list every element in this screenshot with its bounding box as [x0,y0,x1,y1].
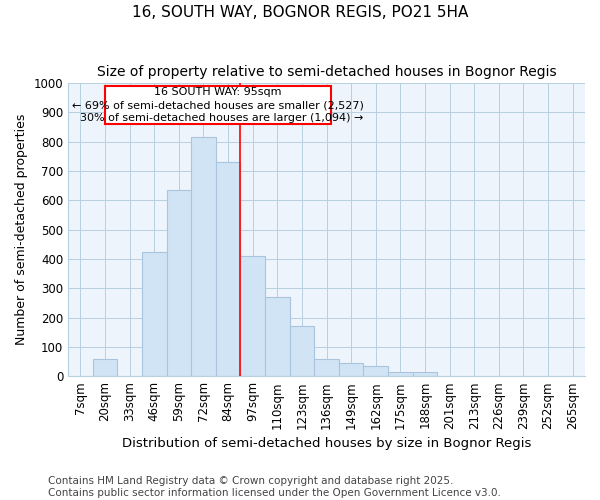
Bar [167,190,191,376]
Bar [339,363,364,376]
X-axis label: Distribution of semi-detached houses by size in Bognor Regis: Distribution of semi-detached houses by … [122,437,531,450]
Bar [314,358,339,376]
Bar [92,358,117,376]
Bar [216,162,241,376]
Text: 16 SOUTH WAY: 95sqm
← 69% of semi-detached houses are smaller (2,527)
  30% of s: 16 SOUTH WAY: 95sqm ← 69% of semi-detach… [72,87,364,124]
Bar [413,372,437,376]
Bar [290,326,314,376]
FancyBboxPatch shape [105,86,331,124]
Text: Contains HM Land Registry data © Crown copyright and database right 2025.
Contai: Contains HM Land Registry data © Crown c… [48,476,501,498]
Text: 16, SOUTH WAY, BOGNOR REGIS, PO21 5HA: 16, SOUTH WAY, BOGNOR REGIS, PO21 5HA [132,5,468,20]
Bar [364,366,388,376]
Bar [241,256,265,376]
Bar [388,372,413,376]
Title: Size of property relative to semi-detached houses in Bognor Regis: Size of property relative to semi-detach… [97,65,556,79]
Y-axis label: Number of semi-detached properties: Number of semi-detached properties [15,114,28,345]
Bar [265,297,290,376]
Bar [142,252,167,376]
Bar [191,137,216,376]
